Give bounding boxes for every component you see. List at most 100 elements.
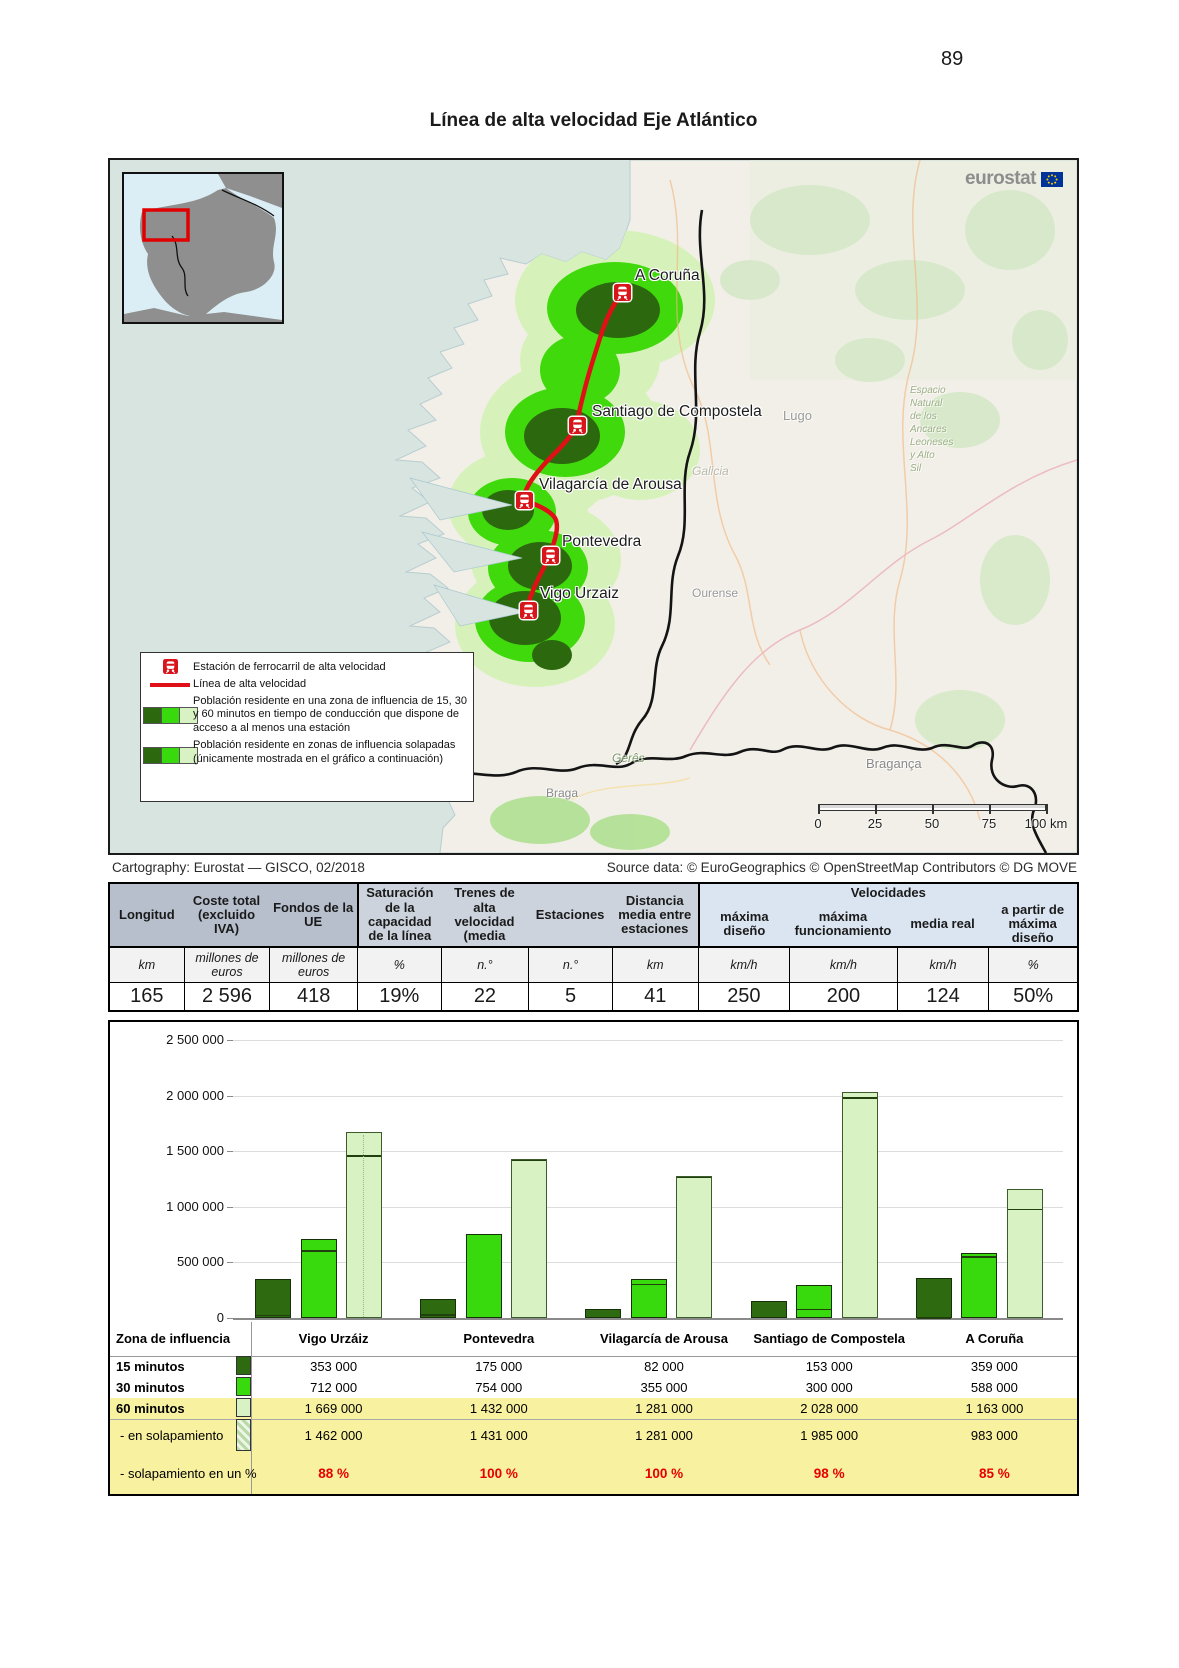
cell-value: 355 000 (640, 1380, 688, 1395)
eurostat-logo-text: eurostat (965, 168, 1036, 189)
y-tick (227, 1262, 233, 1264)
cell-value: 712 000 (310, 1380, 358, 1395)
place-label: Braga (546, 786, 579, 800)
bar-30-minutos (300, 1238, 337, 1318)
cell-value: 300 000 (805, 1380, 853, 1395)
stats-unit-0: km (110, 946, 184, 982)
stats-unit-9: km/h (896, 946, 989, 982)
row-label: - solapamiento en un % (120, 1466, 257, 1481)
legend-station-label: Estación de ferrocarril de alta velocida… (193, 661, 386, 673)
stats-value-1: 2 596 (183, 982, 270, 1010)
cell-value: 353 000 (310, 1359, 358, 1374)
category-label: Vigo Urzáiz (298, 1331, 369, 1346)
overlap-mark (256, 1314, 290, 1317)
legend-item-station: Estación de ferrocarril de alta velocida… (147, 659, 467, 675)
scale-tick (932, 804, 934, 814)
scale-tick (875, 804, 877, 814)
stats-unit-10: % (988, 946, 1077, 982)
overlap-mark (512, 1159, 547, 1162)
chart-panel: 0 500 000 1 000 000 1 500 000 2 000 000 2 500… (108, 1020, 1079, 1496)
overlap-mark (797, 1308, 832, 1311)
bar-15-minutos (255, 1278, 291, 1318)
cell-value: 1 985 000 (800, 1428, 859, 1443)
gridline (233, 1262, 1063, 1264)
stats-header-0: Longitud (110, 884, 184, 946)
eu-flag-icon (1041, 171, 1063, 187)
overlap-mark (962, 1256, 997, 1258)
cell-value: 88 % (318, 1466, 349, 1481)
roads (569, 160, 1077, 821)
country-borders (441, 209, 1048, 853)
stats-header-8: máxima funcionamiento (789, 902, 897, 946)
row-swatch (236, 1398, 251, 1417)
scale-label: 25 (867, 816, 883, 831)
scale-tick (818, 804, 820, 814)
scale-tick (989, 804, 991, 814)
category-label: Pontevedra (463, 1331, 535, 1346)
stats-value-9: 124 (896, 982, 989, 1010)
stats-unit-2: millones de euros (269, 946, 357, 982)
cell-value: 1 462 000 (304, 1428, 363, 1443)
bar-15-minutos (585, 1308, 622, 1318)
stats-header-6: Distancia media entre estaciones (611, 884, 698, 946)
row-label: 30 minutos (116, 1380, 185, 1395)
y-tick (227, 1318, 233, 1319)
bar-60-minutos (511, 1158, 548, 1318)
stats-value-0: 165 (110, 982, 184, 1010)
cell-value: 1 281 000 (635, 1428, 693, 1443)
zone-swatches-icon (143, 695, 198, 724)
station-marker (515, 491, 533, 509)
station-marker (568, 416, 586, 434)
cell-value: 359 000 (970, 1359, 1018, 1374)
place-label: Galicia (692, 464, 729, 478)
scale-tick (1046, 804, 1048, 814)
bar-60-minutos (676, 1175, 713, 1318)
station-marker (519, 601, 537, 619)
station-label: A Coruña (635, 267, 700, 284)
legend-overlap-label: Población residente en zonas de influenc… (193, 738, 456, 765)
stats-header-5: Estaciones (528, 884, 612, 946)
cell-value: 153 000 (805, 1359, 853, 1374)
gridline (233, 1206, 1063, 1208)
y-tick-label: 2 500 000 (166, 1032, 224, 1047)
zone-header: Zona de influencia (116, 1331, 231, 1346)
cell-value: 754 000 (475, 1380, 523, 1395)
station-marker (613, 283, 631, 301)
cell-value: 588 000 (970, 1380, 1018, 1395)
overlap-mark (677, 1176, 712, 1179)
cell-value: 983 000 (970, 1428, 1018, 1443)
overlap-mark (916, 1317, 951, 1319)
stats-unit-4: n.° (440, 946, 529, 982)
bar-15-minutos (750, 1300, 787, 1318)
map-overlay: A Coruña Santiago de Compostela Vilagarcía… (110, 160, 1077, 853)
bar-15-minutos (420, 1298, 457, 1318)
stats-header-1: Coste total (excluido IVA) (183, 884, 270, 946)
overlap-mark (421, 1314, 456, 1316)
scale-label: 75 (981, 816, 997, 831)
overlap-mark (1007, 1208, 1042, 1211)
cell-value: 85 % (979, 1466, 1010, 1481)
stats-value-8: 200 (789, 982, 897, 1010)
overlap-mark (347, 1155, 381, 1157)
eurostat-logo: eurostat (965, 168, 1063, 190)
legend-line-label: Línea de alta velocidad (193, 677, 307, 690)
bar-30-minutos (465, 1234, 502, 1318)
stats-value-4: 22 (440, 982, 529, 1010)
gridline (233, 1040, 1063, 1041)
bar-60-minutos (841, 1092, 878, 1318)
gridline (233, 1095, 1063, 1097)
stats-unit-8: km/h (789, 946, 897, 982)
scale-label: 50 (924, 816, 940, 831)
map-svg (110, 160, 1077, 853)
y-tick (227, 1151, 233, 1153)
stats-table: Longitud Coste total (excluido IVA) Fondos… (108, 882, 1079, 1012)
cell-value: 2 028 000 (800, 1401, 859, 1416)
map: A Coruña Santiago de Compostela Vilagarcía… (108, 158, 1079, 855)
row-swatch (236, 1419, 251, 1451)
y-tick-label: 1 000 000 (166, 1198, 224, 1214)
stats-value-2: 418 (269, 982, 357, 1010)
station-label: Vigo Urzaiz (540, 585, 619, 602)
row-label: - en solapamiento (120, 1428, 224, 1443)
cell-value: 1 163 000 (965, 1401, 1024, 1416)
